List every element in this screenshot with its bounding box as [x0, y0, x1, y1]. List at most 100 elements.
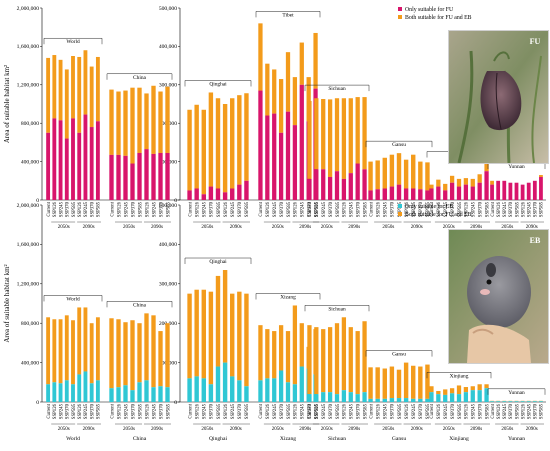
- bar-both-segment: [490, 181, 494, 185]
- y-axis-label: Area of suitable habitat km²: [3, 264, 11, 342]
- bar-both-segment: [237, 95, 241, 184]
- bar-both-segment: [300, 43, 304, 85]
- region-label: World: [66, 296, 80, 302]
- x-tick-label: SSP585: [515, 403, 520, 419]
- x-tick-label: SSP245: [444, 403, 449, 419]
- period-label: 2050s: [123, 225, 135, 230]
- bar-only-segment: [429, 392, 433, 402]
- pika-photo: EB: [448, 229, 549, 364]
- left-tick-label: 1,600,000: [17, 242, 40, 248]
- x-tick-label: SSP370: [329, 403, 334, 419]
- bar-only-segment: [216, 367, 220, 402]
- bar-both-segment: [109, 318, 113, 388]
- x-tick-label: SSP585: [485, 201, 490, 217]
- period-label: 2090s: [299, 427, 311, 432]
- x-tick-label: SSP126: [53, 201, 58, 217]
- photo-tag-eb: EB: [530, 236, 541, 245]
- x-tick-label: SSP585: [245, 201, 250, 217]
- x-tick-label: SSP126: [224, 201, 229, 217]
- x-tick-label: Current: [491, 403, 496, 418]
- bar-both-segment: [77, 57, 81, 133]
- x-tick-label: SSP585: [97, 201, 102, 217]
- bar-both-segment: [335, 323, 339, 394]
- region-label: Qinghai: [209, 259, 227, 265]
- bar-only-segment: [375, 189, 379, 200]
- bar-only-segment: [165, 153, 169, 200]
- bar-both-segment: [383, 158, 387, 189]
- bar-only-segment: [342, 179, 346, 200]
- bar-only-segment: [539, 401, 543, 402]
- period-label: 2090s: [151, 427, 163, 432]
- bar-only-segment: [425, 190, 429, 200]
- bar-both-segment: [328, 99, 332, 177]
- bar-both-segment: [90, 323, 94, 383]
- bar-only-segment: [349, 392, 353, 402]
- bar-only-segment: [230, 188, 234, 200]
- bar-only-segment: [404, 188, 408, 200]
- legend-swatch: [398, 212, 402, 216]
- bar-both-segment: [321, 329, 325, 392]
- x-tick-label: SSP126: [145, 403, 150, 419]
- x-tick-label: SSP370: [238, 201, 243, 217]
- x-tick-label: SSP126: [315, 201, 320, 217]
- x-tick-label: Current: [188, 201, 193, 216]
- x-tick-label: SSP245: [231, 201, 236, 217]
- bar-only-segment: [279, 133, 283, 200]
- bar-both-segment: [202, 290, 206, 379]
- x-tick-label: SSP585: [515, 201, 520, 217]
- x-tick-label: SSP126: [437, 403, 442, 419]
- x-tick-label: SSP585: [138, 201, 143, 217]
- bar-only-segment: [397, 185, 401, 200]
- bar-both-segment: [279, 79, 283, 133]
- x-tick-label: SSP126: [117, 403, 122, 419]
- bar-only-segment: [144, 149, 148, 200]
- x-tick-label: SSP245: [301, 201, 306, 217]
- bar-both-segment: [471, 179, 475, 187]
- bar-both-segment: [313, 33, 317, 89]
- bar-both-segment: [368, 367, 372, 399]
- period-label: 2050s: [201, 427, 213, 432]
- bar-only-segment: [300, 367, 304, 402]
- bar-both-segment: [71, 320, 75, 384]
- x-tick-label: SSP585: [336, 403, 341, 419]
- bar-only-segment: [96, 380, 100, 402]
- bar-only-segment: [237, 380, 241, 402]
- bar-both-segment: [65, 315, 69, 380]
- bar-both-segment: [144, 313, 148, 380]
- x-tick-label: SSP126: [266, 403, 271, 419]
- bar-both-segment: [123, 91, 127, 156]
- x-tick-label: SSP126: [294, 403, 299, 419]
- bar-both-segment: [272, 331, 276, 378]
- bar-only-segment: [375, 399, 379, 402]
- bar-only-segment: [356, 394, 360, 402]
- bar-both-segment: [314, 327, 318, 394]
- bar-only-segment: [527, 401, 531, 402]
- bar-only-segment: [151, 154, 155, 200]
- bar-only-segment: [502, 181, 506, 200]
- left-tick-label: 400,000: [21, 360, 39, 366]
- region-label: Qinghai: [209, 81, 227, 87]
- x-tick-label: SSP585: [363, 403, 368, 419]
- x-tick-label: SSP370: [391, 201, 396, 217]
- bar-only-segment: [194, 188, 198, 200]
- bar-only-segment: [151, 387, 155, 402]
- bar-only-segment: [244, 386, 248, 402]
- bar-both-segment: [244, 294, 248, 387]
- x-tick-label: SSP585: [245, 403, 250, 419]
- x-tick-label: SSP126: [521, 403, 526, 419]
- x-tick-label: SSP370: [210, 403, 215, 419]
- bar-only-segment: [443, 395, 447, 402]
- bar-both-segment: [368, 162, 372, 191]
- bar-only-segment: [137, 382, 141, 402]
- left-tick-label: 800,000: [21, 121, 39, 127]
- bar-both-segment: [230, 294, 234, 377]
- bar-only-segment: [258, 91, 262, 200]
- x-tick-label: SSP126: [195, 403, 200, 419]
- bar-only-segment: [321, 169, 325, 200]
- bar-both-segment: [116, 319, 120, 387]
- bar-only-segment: [436, 394, 440, 402]
- x-tick-label: SSP245: [350, 403, 355, 419]
- bar-only-segment: [130, 164, 134, 200]
- bar-only-segment: [533, 401, 537, 402]
- legend-swatch: [398, 204, 402, 208]
